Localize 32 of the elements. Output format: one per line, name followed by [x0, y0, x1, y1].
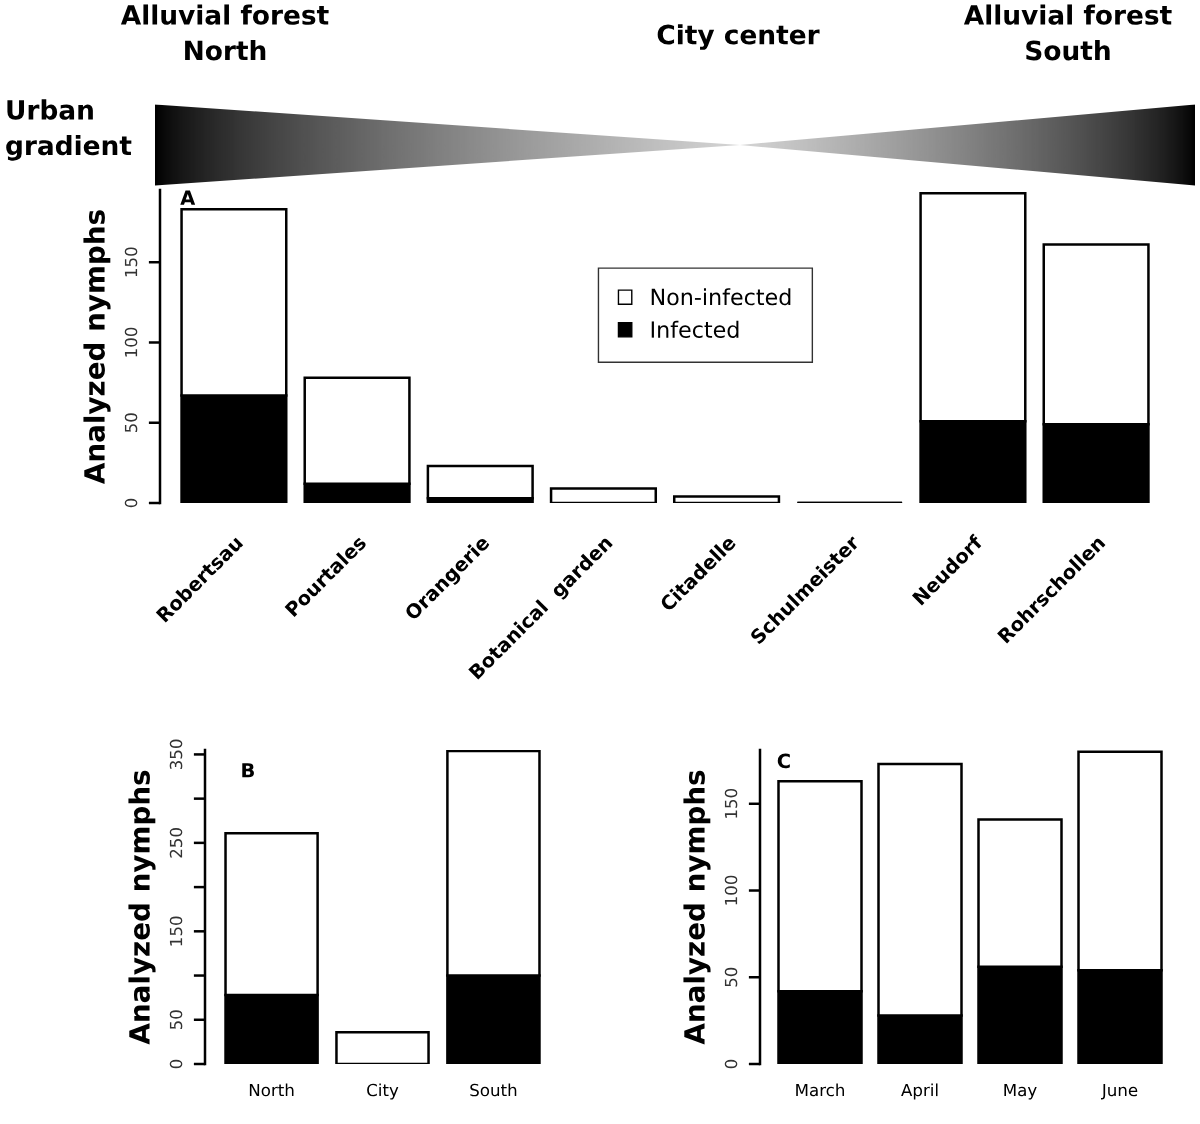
- text: Alluvial forest North: [120, 4, 329, 61]
- y-tick-label: 100: [124, 327, 138, 357]
- y-tick-label: 0: [124, 498, 138, 508]
- legend-label: Infected: [651, 320, 739, 338]
- y-tick-label: 50: [169, 1010, 183, 1030]
- y-tick-label: 50: [724, 967, 738, 987]
- annotation: B: [242, 763, 254, 778]
- x-tick-label: June: [1100, 1083, 1138, 1100]
- text: Urban gradient: [6, 99, 132, 161]
- legend-label: Non-infected: [651, 288, 791, 306]
- y-tick-label: 150: [124, 247, 138, 277]
- y-axis-title: Analyzed nymphs: [128, 770, 156, 1045]
- y-axis-title: Analyzed nymphs: [683, 770, 711, 1045]
- y-tick-label: 350: [169, 739, 183, 770]
- x-tick-label: May: [1004, 1083, 1037, 1100]
- x-tick-label: South: [470, 1083, 517, 1097]
- x-tick-label: City: [367, 1083, 399, 1100]
- y-axis-title: Analyzed nymphs: [83, 210, 111, 484]
- y-tick-label: 150: [169, 916, 183, 946]
- x-tick-label: April: [901, 1083, 938, 1100]
- text: City center: [657, 24, 820, 50]
- x-tick-label: North: [249, 1083, 294, 1097]
- y-tick-label: 150: [724, 788, 738, 818]
- text: Alluvial forest South: [963, 4, 1172, 61]
- annotation: A: [180, 190, 196, 205]
- y-tick-label: 50: [124, 413, 138, 433]
- y-tick-label: 0: [169, 1059, 183, 1069]
- annotation: C: [777, 753, 790, 769]
- y-tick-label: 250: [169, 828, 183, 858]
- y-tick-label: 0: [724, 1059, 738, 1069]
- y-tick-label: 100: [724, 875, 738, 905]
- x-tick-label: March: [796, 1083, 844, 1097]
